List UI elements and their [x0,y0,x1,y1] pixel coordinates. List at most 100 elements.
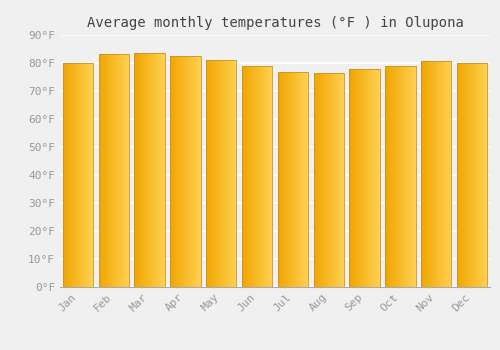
Bar [482,63,483,287]
Bar [282,72,283,287]
Bar [300,72,301,287]
Bar [90,63,92,287]
Bar [484,63,485,287]
Bar [73,63,74,287]
Bar [470,63,471,287]
Bar [136,52,137,287]
Bar [327,73,328,287]
Bar [388,66,389,287]
Bar [466,63,467,287]
Bar [427,61,428,287]
Bar [291,72,292,287]
Bar [181,56,182,287]
Bar [356,69,358,287]
Bar [332,73,333,287]
Bar [206,60,207,287]
Bar [189,56,190,287]
Bar [81,63,82,287]
Bar [378,69,379,287]
Bar [105,54,106,287]
Bar [287,72,288,287]
Bar [457,63,458,287]
Bar [474,63,475,287]
Bar [350,69,380,287]
Bar [134,52,135,287]
Bar [246,66,248,287]
Bar [170,56,171,287]
Bar [121,54,122,287]
Bar [299,72,300,287]
Bar [114,54,115,287]
Bar [254,66,256,287]
Bar [223,60,224,287]
Bar [187,56,188,287]
Bar [450,61,451,287]
Bar [364,69,365,287]
Bar [302,72,304,287]
Bar [433,61,434,287]
Bar [479,63,480,287]
Bar [231,60,232,287]
Bar [424,61,426,287]
Bar [242,66,243,287]
Bar [280,72,281,287]
Bar [83,63,84,287]
Bar [190,56,191,287]
Bar [150,52,151,287]
Bar [319,73,320,287]
Bar [143,52,144,287]
Bar [78,63,79,287]
Bar [460,63,461,287]
Bar [324,73,325,287]
Bar [222,60,223,287]
Bar [122,54,123,287]
Bar [175,56,176,287]
Bar [483,63,484,287]
Bar [375,69,376,287]
Bar [232,60,233,287]
Bar [398,66,399,287]
Bar [296,72,297,287]
Bar [173,56,174,287]
Bar [251,66,252,287]
Bar [463,63,464,287]
Bar [468,63,469,287]
Bar [62,63,64,287]
Bar [409,66,410,287]
Bar [402,66,403,287]
Bar [252,66,253,287]
Bar [325,73,326,287]
Bar [445,61,446,287]
Bar [66,63,67,287]
Bar [485,63,486,287]
Bar [68,63,69,287]
Bar [271,66,272,287]
Bar [457,63,488,287]
Bar [480,63,481,287]
Bar [207,60,208,287]
Bar [229,60,230,287]
Bar [218,60,219,287]
Bar [76,63,78,287]
Bar [385,66,416,287]
Bar [435,61,436,287]
Bar [385,66,386,287]
Bar [224,60,225,287]
Bar [89,63,90,287]
Bar [196,56,197,287]
Bar [82,63,83,287]
Bar [404,66,406,287]
Bar [436,61,437,287]
Bar [314,73,344,287]
Bar [257,66,258,287]
Bar [233,60,234,287]
Bar [286,72,287,287]
Bar [100,54,101,287]
Bar [412,66,413,287]
Bar [258,66,259,287]
Bar [351,69,352,287]
Bar [155,52,156,287]
Bar [72,63,73,287]
Bar [336,73,338,287]
Bar [335,73,336,287]
